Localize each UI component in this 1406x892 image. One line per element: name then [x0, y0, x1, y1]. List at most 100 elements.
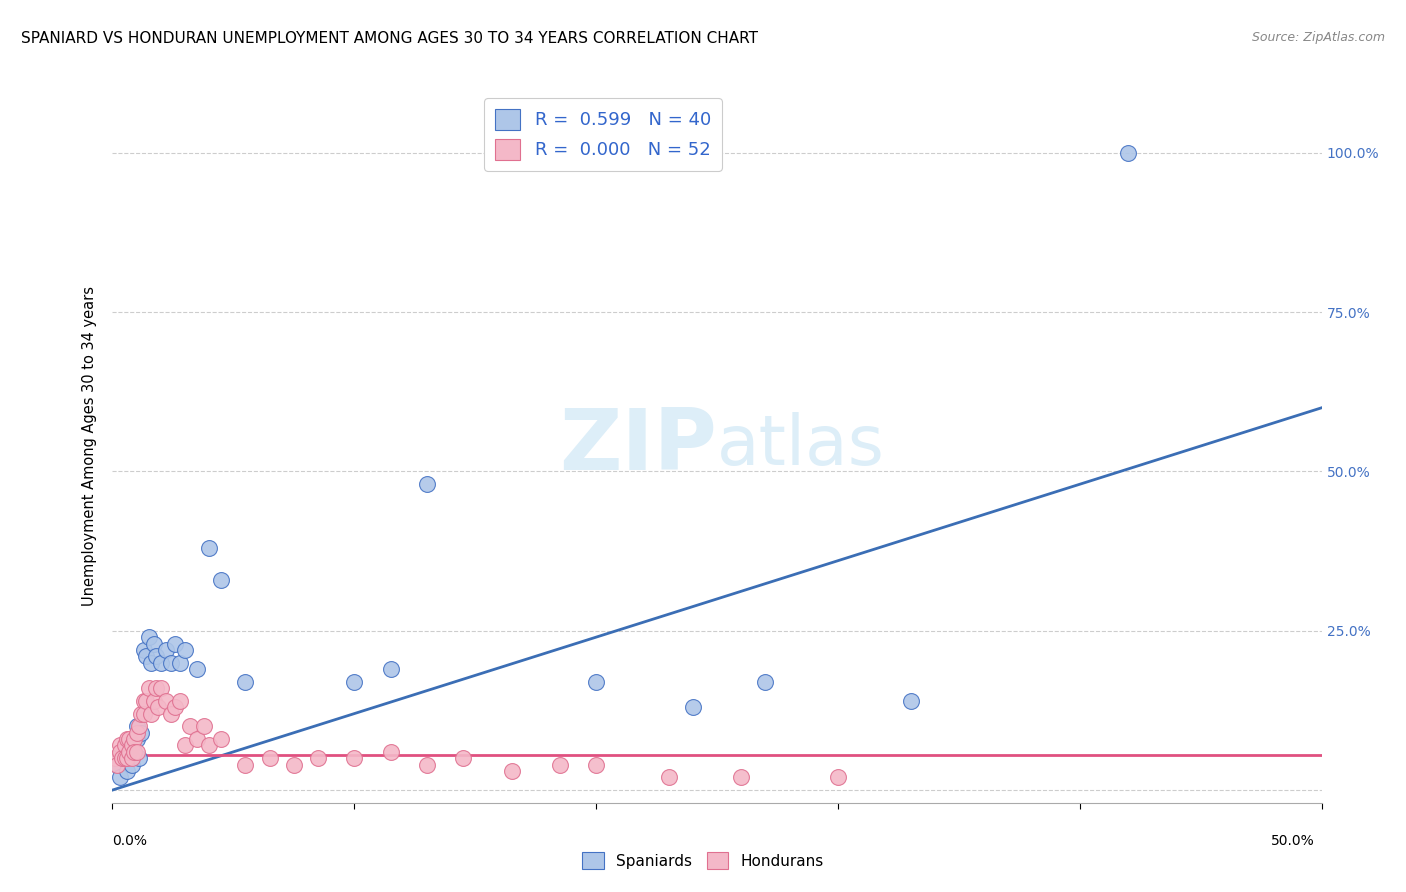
Point — [159, 656, 181, 670]
Text: atlas: atlas — [717, 412, 884, 480]
Text: 0.0%: 0.0% — [112, 834, 148, 848]
Point — [283, 757, 305, 772]
Point — [148, 700, 170, 714]
Point — [169, 694, 191, 708]
Point — [1116, 145, 1139, 160]
Text: ZIP: ZIP — [560, 404, 717, 488]
Point — [131, 706, 153, 721]
Point — [380, 745, 402, 759]
Point — [416, 477, 439, 491]
Point — [115, 732, 138, 747]
Point — [142, 636, 165, 650]
Point — [343, 674, 366, 689]
Point — [108, 739, 131, 753]
Point — [132, 694, 155, 708]
Point — [141, 656, 163, 670]
Point — [165, 636, 187, 650]
Point — [111, 751, 134, 765]
Point — [827, 770, 849, 784]
Point — [658, 770, 681, 784]
Legend: Spaniards, Hondurans: Spaniards, Hondurans — [576, 846, 830, 875]
Point — [132, 643, 155, 657]
Point — [118, 751, 141, 765]
Point — [149, 681, 172, 695]
Point — [111, 751, 134, 765]
Point — [142, 694, 165, 708]
Point — [108, 770, 131, 784]
Point — [122, 732, 145, 747]
Point — [585, 757, 607, 772]
Point — [138, 630, 160, 644]
Point — [122, 745, 145, 759]
Point — [114, 751, 136, 765]
Point — [174, 739, 197, 753]
Point — [105, 757, 128, 772]
Point — [114, 751, 136, 765]
Point — [165, 700, 187, 714]
Point — [114, 745, 136, 759]
Point — [900, 694, 922, 708]
Point — [132, 706, 155, 721]
Point — [118, 745, 141, 759]
Point — [155, 643, 177, 657]
Point — [548, 757, 571, 772]
Point — [115, 751, 138, 765]
Point — [131, 725, 153, 739]
Point — [501, 764, 523, 778]
Point — [122, 745, 145, 759]
Point — [128, 751, 150, 765]
Point — [186, 662, 208, 676]
Point — [135, 694, 157, 708]
Point — [754, 674, 776, 689]
Text: Source: ZipAtlas.com: Source: ZipAtlas.com — [1251, 31, 1385, 45]
Text: 50.0%: 50.0% — [1271, 834, 1315, 848]
Point — [121, 745, 143, 759]
Point — [209, 732, 232, 747]
Legend: R =  0.599   N = 40, R =  0.000   N = 52: R = 0.599 N = 40, R = 0.000 N = 52 — [484, 98, 721, 170]
Point — [128, 719, 150, 733]
Point — [174, 643, 197, 657]
Point — [118, 732, 141, 747]
Point — [114, 739, 136, 753]
Point — [118, 739, 141, 753]
Point — [730, 770, 752, 784]
Point — [179, 719, 201, 733]
Point — [125, 745, 148, 759]
Point — [145, 649, 167, 664]
Point — [682, 700, 704, 714]
Text: SPANIARD VS HONDURAN UNEMPLOYMENT AMONG AGES 30 TO 34 YEARS CORRELATION CHART: SPANIARD VS HONDURAN UNEMPLOYMENT AMONG … — [21, 31, 758, 46]
Point — [108, 745, 131, 759]
Point — [121, 739, 143, 753]
Point — [235, 757, 257, 772]
Point — [125, 719, 148, 733]
Point — [343, 751, 366, 765]
Point — [235, 674, 257, 689]
Point — [122, 732, 145, 747]
Point — [125, 732, 148, 747]
Point — [121, 751, 143, 765]
Point — [193, 719, 215, 733]
Point — [169, 656, 191, 670]
Point — [138, 681, 160, 695]
Point — [125, 725, 148, 739]
Point — [105, 757, 128, 772]
Point — [121, 757, 143, 772]
Point — [155, 694, 177, 708]
Point — [451, 751, 474, 765]
Point — [141, 706, 163, 721]
Point — [115, 764, 138, 778]
Point — [159, 706, 181, 721]
Point — [135, 649, 157, 664]
Point — [585, 674, 607, 689]
Point — [149, 656, 172, 670]
Point — [307, 751, 329, 765]
Point — [416, 757, 439, 772]
Point — [186, 732, 208, 747]
Point — [145, 681, 167, 695]
Point — [104, 751, 127, 765]
Point — [209, 573, 232, 587]
Point — [198, 739, 221, 753]
Point — [259, 751, 281, 765]
Point — [380, 662, 402, 676]
Point — [198, 541, 221, 555]
